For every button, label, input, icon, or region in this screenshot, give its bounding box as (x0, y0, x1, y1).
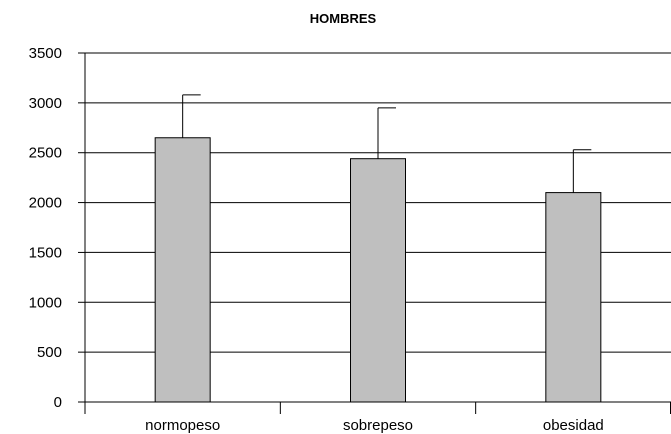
bars (154, 137, 602, 403)
bar (154, 137, 211, 403)
x-category-label: sobrepeso (343, 417, 413, 434)
chart-title: HOMBRES (310, 11, 377, 26)
y-tick-label: 3500 (29, 45, 62, 62)
y-tick-label: 0 (54, 394, 62, 411)
y-tick-label: 1000 (29, 294, 62, 311)
y-tick-label: 2500 (29, 145, 62, 162)
error-bars (182, 94, 592, 193)
y-axis: 0 500 1000 1500 2000 2500 3000 3500 (29, 45, 86, 411)
x-axis: normopeso sobrepeso obesidad (84, 401, 671, 434)
y-tick-label: 1500 (29, 244, 62, 261)
bar (545, 192, 602, 403)
x-category-label: obesidad (543, 417, 604, 434)
bar (350, 158, 406, 403)
y-tick-label: 3000 (29, 95, 62, 112)
y-tick-label: 500 (37, 344, 62, 361)
y-tick-label: 2000 (29, 195, 62, 212)
x-category-label: normopeso (145, 417, 220, 434)
